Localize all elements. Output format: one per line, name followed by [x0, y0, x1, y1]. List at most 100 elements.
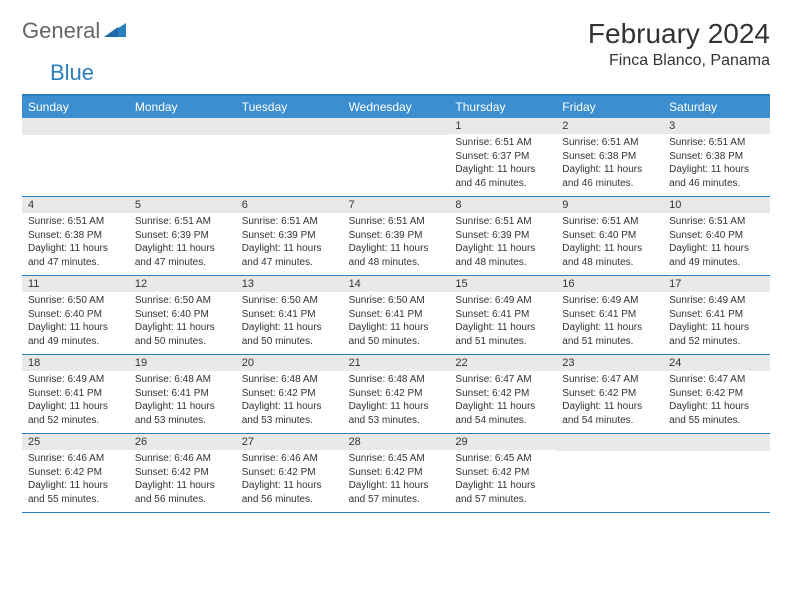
day-cell	[343, 118, 450, 196]
day-cell: 22Sunrise: 6:47 AMSunset: 6:42 PMDayligh…	[449, 355, 556, 433]
daylight-line2: and 47 minutes.	[28, 256, 123, 270]
day-details: Sunrise: 6:45 AMSunset: 6:42 PMDaylight:…	[449, 450, 556, 510]
sunrise-text: Sunrise: 6:50 AM	[28, 294, 123, 308]
daylight-line1: Daylight: 11 hours	[28, 242, 123, 256]
sunset-text: Sunset: 6:40 PM	[28, 308, 123, 322]
daylight-line1: Daylight: 11 hours	[28, 400, 123, 414]
daylight-line2: and 50 minutes.	[349, 335, 444, 349]
sunrise-text: Sunrise: 6:50 AM	[242, 294, 337, 308]
day-cell: 5Sunrise: 6:51 AMSunset: 6:39 PMDaylight…	[129, 197, 236, 275]
day-number: 5	[129, 197, 236, 213]
daylight-line2: and 49 minutes.	[669, 256, 764, 270]
day-details: Sunrise: 6:49 AMSunset: 6:41 PMDaylight:…	[663, 292, 770, 352]
day-cell: 26 Sunrise: 6:46 AMSunset: 6:42 PMDayligh…	[129, 434, 236, 512]
sunset-text: Sunset: 6:38 PM	[562, 150, 657, 164]
sunset-text: Sunset: 6:39 PM	[455, 229, 550, 243]
sunrise-text: Sunrise: 6:51 AM	[562, 136, 657, 150]
day-number: 19	[129, 355, 236, 371]
day-number: 9	[556, 197, 663, 213]
day-cell	[663, 434, 770, 512]
sunset-text: Sunset: 6:42 PM	[349, 387, 444, 401]
daylight-line1: Daylight: 11 hours	[455, 242, 550, 256]
daylight-line1: Daylight: 11 hours	[135, 479, 230, 493]
day-cell: 8Sunrise: 6:51 AMSunset: 6:39 PMDaylight…	[449, 197, 556, 275]
sunrise-text: Sunrise: 6:46 AM	[28, 452, 123, 466]
day-number	[129, 118, 236, 135]
sunrise-text: Sunrise: 6:50 AM	[349, 294, 444, 308]
daylight-line1: Daylight: 11 hours	[455, 400, 550, 414]
day-cell: 3Sunrise: 6:51 AMSunset: 6:38 PMDaylight…	[663, 118, 770, 196]
day-details: Sunrise: 6:48 AMSunset: 6:41 PMDaylight:…	[129, 371, 236, 431]
daylight-line1: Daylight: 11 hours	[349, 479, 444, 493]
daylight-line2: and 48 minutes.	[562, 256, 657, 270]
day-number: 14	[343, 276, 450, 292]
daylight-line1: Daylight: 11 hours	[242, 400, 337, 414]
day-details: Sunrise: 6:51 AMSunset: 6:39 PMDaylight:…	[343, 213, 450, 273]
day-details: Sunrise: 6:49 AMSunset: 6:41 PMDaylight:…	[22, 371, 129, 431]
week-row: 25Sunrise: 6:46 AMSunset: 6:42 PMDayligh…	[22, 434, 770, 513]
daylight-line1: Daylight: 11 hours	[135, 242, 230, 256]
sunrise-text: Sunrise: 6:51 AM	[455, 215, 550, 229]
day-details: Sunrise: 6:47 AMSunset: 6:42 PMDaylight:…	[556, 371, 663, 431]
daylight-line2: and 53 minutes.	[135, 414, 230, 428]
daylight-line2: and 54 minutes.	[562, 414, 657, 428]
day-header: Wednesday	[343, 96, 450, 118]
week-row: 18Sunrise: 6:49 AMSunset: 6:41 PMDayligh…	[22, 355, 770, 434]
sunset-text: Sunset: 6:42 PM	[135, 466, 230, 480]
daylight-line2: and 51 minutes.	[455, 335, 550, 349]
day-number: 11	[22, 276, 129, 292]
day-cell: 17Sunrise: 6:49 AMSunset: 6:41 PMDayligh…	[663, 276, 770, 354]
daylight-line1: Daylight: 11 hours	[669, 400, 764, 414]
day-header: Monday	[129, 96, 236, 118]
day-number: 27	[236, 434, 343, 450]
sunrise-text: Sunrise: 6:51 AM	[455, 136, 550, 150]
day-details: Sunrise: 6:47 AMSunset: 6:42 PMDaylight:…	[663, 371, 770, 431]
day-cell: 13Sunrise: 6:50 AMSunset: 6:41 PMDayligh…	[236, 276, 343, 354]
sunset-text: Sunset: 6:39 PM	[135, 229, 230, 243]
day-number: 24	[663, 355, 770, 371]
sunrise-text: Sunrise: 6:45 AM	[455, 452, 550, 466]
day-number: 26	[129, 434, 236, 450]
week-row: 1Sunrise: 6:51 AMSunset: 6:37 PMDaylight…	[22, 118, 770, 197]
day-cell	[129, 118, 236, 196]
day-number: 6	[236, 197, 343, 213]
sunrise-text: Sunrise: 6:51 AM	[242, 215, 337, 229]
day-details: Sunrise: 6:51 AMSunset: 6:40 PMDaylight:…	[556, 213, 663, 273]
daylight-line2: and 51 minutes.	[562, 335, 657, 349]
day-cell: 1Sunrise: 6:51 AMSunset: 6:37 PMDaylight…	[449, 118, 556, 196]
sunrise-text: Sunrise: 6:46 AM	[242, 452, 337, 466]
month-title: February 2024	[588, 18, 770, 50]
day-details: Sunrise: 6:49 AMSunset: 6:41 PMDaylight:…	[556, 292, 663, 352]
day-details: Sunrise: 6:51 AMSunset: 6:39 PMDaylight:…	[129, 213, 236, 273]
sunrise-text: Sunrise: 6:50 AM	[135, 294, 230, 308]
day-cell: 6Sunrise: 6:51 AMSunset: 6:39 PMDaylight…	[236, 197, 343, 275]
day-cell: 7Sunrise: 6:51 AMSunset: 6:39 PMDaylight…	[343, 197, 450, 275]
sunrise-text: Sunrise: 6:48 AM	[242, 373, 337, 387]
location-text: Finca Blanco, Panama	[588, 52, 770, 70]
daylight-line1: Daylight: 11 hours	[242, 321, 337, 335]
day-details: Sunrise: 6:50 AMSunset: 6:40 PMDaylight:…	[22, 292, 129, 352]
day-cell: 11Sunrise: 6:50 AMSunset: 6:40 PMDayligh…	[22, 276, 129, 354]
daylight-line2: and 47 minutes.	[242, 256, 337, 270]
sunrise-text: Sunrise: 6:48 AM	[135, 373, 230, 387]
sunset-text: Sunset: 6:38 PM	[669, 150, 764, 164]
day-header: Tuesday	[236, 96, 343, 118]
day-number	[343, 118, 450, 135]
daylight-line2: and 53 minutes.	[242, 414, 337, 428]
sunset-text: Sunset: 6:42 PM	[349, 466, 444, 480]
day-cell: 24Sunrise: 6:47 AMSunset: 6:42 PMDayligh…	[663, 355, 770, 433]
day-details: Sunrise: 6:51 AMSunset: 6:37 PMDaylight:…	[449, 134, 556, 194]
day-number: 8	[449, 197, 556, 213]
day-details: Sunrise: 6:51 AMSunset: 6:39 PMDaylight:…	[449, 213, 556, 273]
day-cell: 4Sunrise: 6:51 AMSunset: 6:38 PMDaylight…	[22, 197, 129, 275]
sunrise-text: Sunrise: 6:48 AM	[349, 373, 444, 387]
week-row: 4Sunrise: 6:51 AMSunset: 6:38 PMDaylight…	[22, 197, 770, 276]
daylight-line2: and 48 minutes.	[455, 256, 550, 270]
day-cell: 25Sunrise: 6:46 AMSunset: 6:42 PMDayligh…	[22, 434, 129, 512]
day-cell: 23Sunrise: 6:47 AMSunset: 6:42 PMDayligh…	[556, 355, 663, 433]
day-number: 16	[556, 276, 663, 292]
sunset-text: Sunset: 6:39 PM	[242, 229, 337, 243]
daylight-line1: Daylight: 11 hours	[455, 163, 550, 177]
day-cell: 28Sunrise: 6:45 AMSunset: 6:42 PMDayligh…	[343, 434, 450, 512]
sunrise-text: Sunrise: 6:46 AM	[135, 452, 230, 466]
